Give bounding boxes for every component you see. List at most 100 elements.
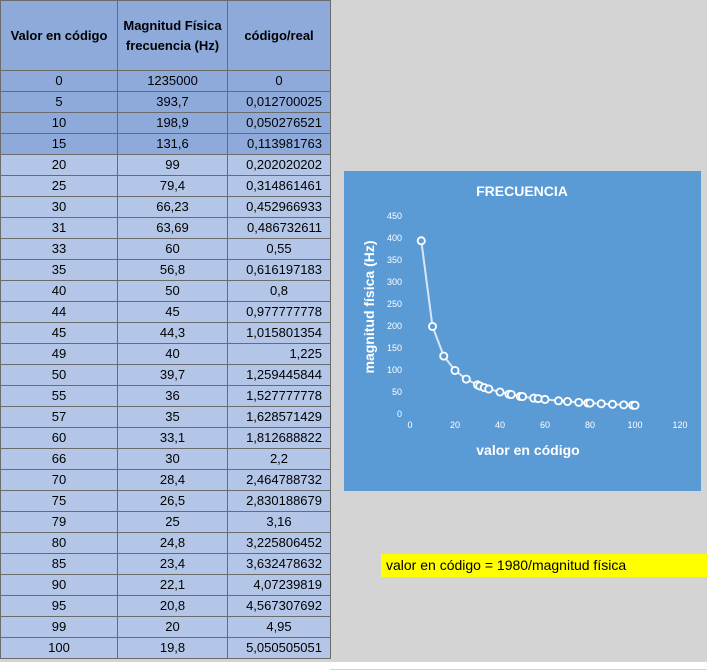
cell-magnitud-fisica[interactable]: 24,8 — [117, 532, 228, 554]
cell-codigo-real[interactable]: 4,95 — [227, 616, 331, 638]
cell-magnitud-fisica[interactable]: 36 — [117, 385, 228, 407]
cell-codigo-real[interactable]: 2,830188679 — [227, 490, 331, 512]
cell-valor-codigo[interactable]: 85 — [0, 553, 118, 575]
cell-magnitud-fisica[interactable]: 50 — [117, 280, 228, 302]
cell-codigo-real[interactable]: 0,452966933 — [227, 196, 331, 218]
cell-valor-codigo[interactable]: 55 — [0, 385, 118, 407]
cell-codigo-real[interactable]: 2,2 — [227, 448, 331, 470]
cell-valor-codigo[interactable]: 30 — [0, 196, 118, 218]
frecuencia-chart[interactable]: FRECUENCIA valor en código magnitud físi… — [344, 171, 701, 491]
cell-valor-codigo[interactable]: 5 — [0, 91, 118, 113]
cell-valor-codigo[interactable]: 60 — [0, 427, 118, 449]
cell-codigo-real[interactable]: 0,314861461 — [227, 175, 331, 197]
cell-magnitud-fisica[interactable]: 40 — [117, 343, 228, 365]
cell-valor-codigo[interactable]: 35 — [0, 259, 118, 281]
cell-magnitud-fisica[interactable]: 198,9 — [117, 112, 228, 134]
cell-valor-codigo[interactable]: 57 — [0, 406, 118, 428]
cell-magnitud-fisica[interactable]: 35 — [117, 406, 228, 428]
cell-codigo-real[interactable]: 0,202020202 — [227, 154, 331, 176]
cell-codigo-real[interactable]: 4,567307692 — [227, 595, 331, 617]
cell-valor-codigo[interactable]: 99 — [0, 616, 118, 638]
cell-codigo-real[interactable]: 0 — [227, 70, 331, 92]
cell-codigo-real[interactable]: 1,812688822 — [227, 427, 331, 449]
cell-codigo-real[interactable]: 0,616197183 — [227, 259, 331, 281]
table-row: 95 20,8 4,567307692 — [0, 595, 331, 617]
cell-magnitud-fisica[interactable]: 44,3 — [117, 322, 228, 344]
cell-codigo-real[interactable]: 3,225806452 — [227, 532, 331, 554]
data-point — [506, 390, 516, 400]
cell-valor-codigo[interactable]: 49 — [0, 343, 118, 365]
cell-magnitud-fisica[interactable]: 33,1 — [117, 427, 228, 449]
cell-codigo-real[interactable]: 0,486732611 — [227, 217, 331, 239]
table-row: 55 36 1,527777778 — [0, 385, 331, 407]
cell-codigo-real[interactable]: 1,225 — [227, 343, 331, 365]
cell-valor-codigo[interactable]: 25 — [0, 175, 118, 197]
cell-valor-codigo[interactable]: 50 — [0, 364, 118, 386]
table-row: 100 19,8 5,050505051 — [0, 637, 331, 659]
gridline-horizontal — [330, 524, 707, 526]
cell-magnitud-fisica[interactable]: 1235000 — [117, 70, 228, 92]
cell-valor-codigo[interactable]: 100 — [0, 637, 118, 659]
cell-codigo-real[interactable]: 1,259445844 — [227, 364, 331, 386]
data-point — [607, 399, 617, 409]
cell-magnitud-fisica[interactable]: 99 — [117, 154, 228, 176]
cell-magnitud-fisica[interactable]: 79,4 — [117, 175, 228, 197]
cell-valor-codigo[interactable]: 79 — [0, 511, 118, 533]
cell-magnitud-fisica[interactable]: 20,8 — [117, 595, 228, 617]
cell-magnitud-fisica[interactable]: 30 — [117, 448, 228, 470]
cell-valor-codigo[interactable]: 31 — [0, 217, 118, 239]
cell-magnitud-fisica[interactable]: 28,4 — [117, 469, 228, 491]
header-codigo-real[interactable]: código/real — [227, 0, 331, 71]
cell-codigo-real[interactable]: 1,015801354 — [227, 322, 331, 344]
cell-valor-codigo[interactable]: 44 — [0, 301, 118, 323]
cell-valor-codigo[interactable]: 75 — [0, 490, 118, 512]
cell-valor-codigo[interactable]: 90 — [0, 574, 118, 596]
cell-magnitud-fisica[interactable]: 39,7 — [117, 364, 228, 386]
formula-note[interactable]: valor en código = 1980/magnitud física — [381, 554, 707, 577]
y-tick-label: 150 — [387, 343, 402, 353]
cell-valor-codigo[interactable]: 20 — [0, 154, 118, 176]
cell-magnitud-fisica[interactable]: 393,7 — [117, 91, 228, 113]
cell-valor-codigo[interactable]: 80 — [0, 532, 118, 554]
cell-magnitud-fisica[interactable]: 22,1 — [117, 574, 228, 596]
cell-magnitud-fisica[interactable]: 19,8 — [117, 637, 228, 659]
cell-valor-codigo[interactable]: 0 — [0, 70, 118, 92]
table-row: 90 22,1 4,07239819 — [0, 574, 331, 596]
header-magnitud-fisica[interactable]: Magnitud Física frecuencia (Hz) — [117, 0, 228, 71]
cell-codigo-real[interactable]: 0,977777778 — [227, 301, 331, 323]
header-valor-en-codigo[interactable]: Valor en código — [0, 0, 118, 71]
cell-codigo-real[interactable]: 0,113981763 — [227, 133, 331, 155]
cell-valor-codigo[interactable]: 45 — [0, 322, 118, 344]
gridline-horizontal — [330, 586, 707, 588]
cell-valor-codigo[interactable]: 10 — [0, 112, 118, 134]
cell-valor-codigo[interactable]: 66 — [0, 448, 118, 470]
cell-magnitud-fisica[interactable]: 20 — [117, 616, 228, 638]
cell-valor-codigo[interactable]: 95 — [0, 595, 118, 617]
cell-magnitud-fisica[interactable]: 56,8 — [117, 259, 228, 281]
cell-codigo-real[interactable]: 0,55 — [227, 238, 331, 260]
data-point — [562, 397, 572, 407]
cell-codigo-real[interactable]: 5,050505051 — [227, 637, 331, 659]
table-row: 31 63,69 0,486732611 — [0, 217, 331, 239]
cell-codigo-real[interactable]: 1,628571429 — [227, 406, 331, 428]
cell-codigo-real[interactable]: 3,16 — [227, 511, 331, 533]
cell-magnitud-fisica[interactable]: 23,4 — [117, 553, 228, 575]
cell-codigo-real[interactable]: 0,050276521 — [227, 112, 331, 134]
cell-magnitud-fisica[interactable]: 63,69 — [117, 217, 228, 239]
cell-magnitud-fisica[interactable]: 131,6 — [117, 133, 228, 155]
cell-magnitud-fisica[interactable]: 60 — [117, 238, 228, 260]
cell-magnitud-fisica[interactable]: 25 — [117, 511, 228, 533]
cell-valor-codigo[interactable]: 40 — [0, 280, 118, 302]
cell-codigo-real[interactable]: 0,8 — [227, 280, 331, 302]
cell-codigo-real[interactable]: 0,012700025 — [227, 91, 331, 113]
cell-codigo-real[interactable]: 2,464788732 — [227, 469, 331, 491]
cell-codigo-real[interactable]: 4,07239819 — [227, 574, 331, 596]
cell-magnitud-fisica[interactable]: 26,5 — [117, 490, 228, 512]
cell-valor-codigo[interactable]: 15 — [0, 133, 118, 155]
cell-valor-codigo[interactable]: 70 — [0, 469, 118, 491]
cell-magnitud-fisica[interactable]: 45 — [117, 301, 228, 323]
cell-valor-codigo[interactable]: 33 — [0, 238, 118, 260]
cell-magnitud-fisica[interactable]: 66,23 — [117, 196, 228, 218]
cell-codigo-real[interactable]: 3,632478632 — [227, 553, 331, 575]
cell-codigo-real[interactable]: 1,527777778 — [227, 385, 331, 407]
